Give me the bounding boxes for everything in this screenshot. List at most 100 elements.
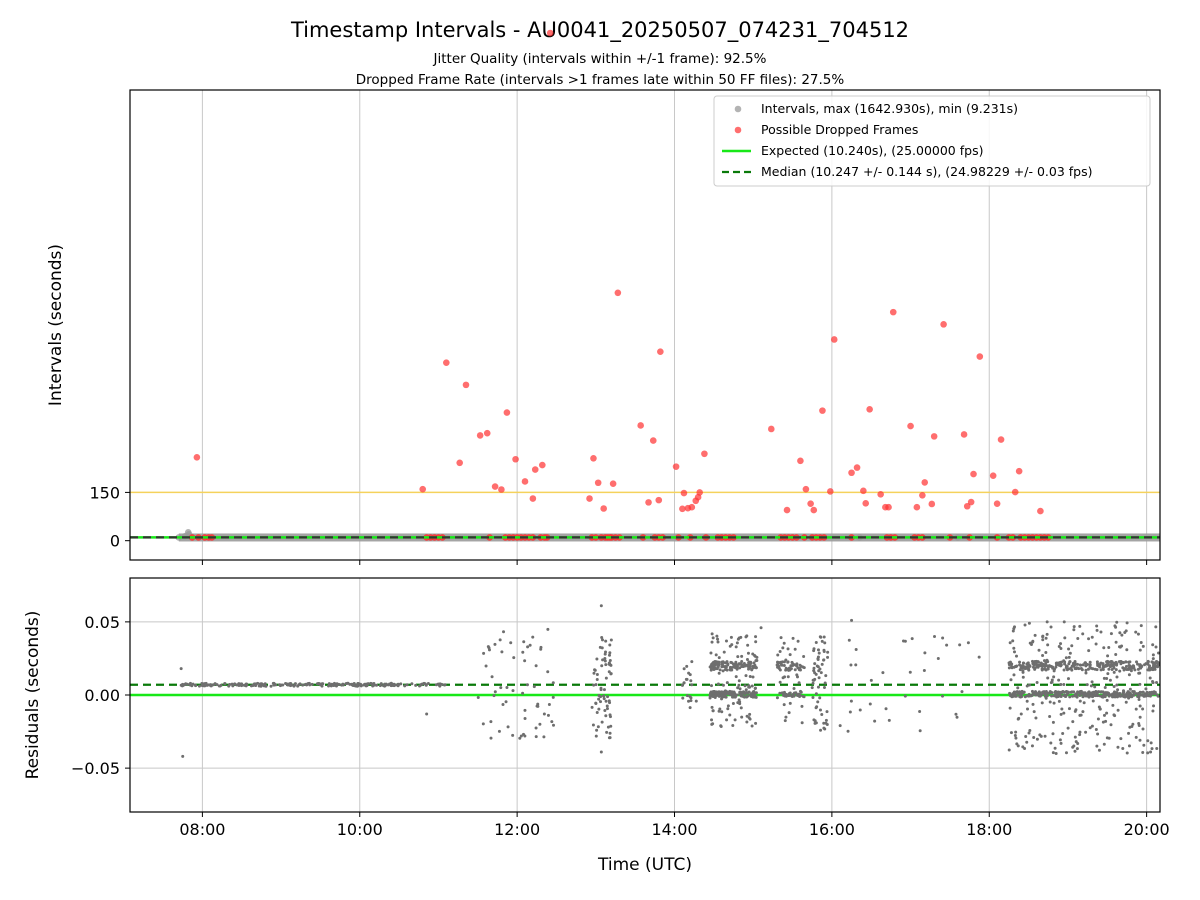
- residual-point: [715, 634, 719, 638]
- residual-point: [1032, 736, 1036, 740]
- residual-point: [954, 712, 958, 716]
- bottom-ticks: 08:00 10:00 12:00 14:00 16:00 18:00 20:00 −0.05…: [71, 613, 1170, 839]
- residual-point: [1040, 701, 1044, 705]
- residual-point: [710, 705, 714, 709]
- residual-point: [1098, 707, 1102, 711]
- residual-point: [201, 684, 205, 688]
- residual-point: [296, 684, 300, 688]
- residual-point: [814, 641, 818, 645]
- residual-point: [316, 681, 320, 685]
- residual-point: [868, 702, 872, 706]
- residual-point: [498, 638, 502, 642]
- residual-point: [1094, 728, 1098, 732]
- residual-point: [1128, 725, 1132, 729]
- residual-point: [884, 707, 888, 711]
- dropped-frame-point: [853, 464, 861, 471]
- dropped-frame-point: [827, 488, 834, 495]
- dropped-frame-point: [521, 478, 529, 485]
- residual-point: [822, 658, 826, 662]
- residual-point: [546, 627, 550, 631]
- dropped-frame-point: [802, 485, 810, 493]
- residual-point: [509, 641, 513, 645]
- residual-point: [714, 653, 718, 657]
- residual-point: [1044, 636, 1048, 640]
- residual-point: [1141, 751, 1145, 755]
- residual-point: [1062, 620, 1066, 624]
- residual-point: [744, 688, 748, 692]
- residual-point: [1025, 699, 1029, 703]
- residual-point: [1012, 690, 1016, 694]
- residual-point: [211, 683, 215, 687]
- legend-dropped-label: Possible Dropped Frames: [761, 122, 918, 137]
- residual-point: [1157, 651, 1161, 655]
- residual-point: [1044, 651, 1048, 655]
- residual-point: [1125, 648, 1129, 652]
- residual-point: [881, 671, 885, 675]
- residual-point: [1107, 663, 1111, 667]
- residual-point: [1067, 707, 1071, 711]
- legend-expected-label: Expected (10.240s), (25.00000 fps): [761, 143, 983, 158]
- residual-point: [1041, 635, 1045, 639]
- residual-point: [551, 681, 555, 685]
- residual-point: [1102, 665, 1106, 669]
- residual-point: [1150, 747, 1154, 751]
- residual-point: [797, 681, 801, 685]
- residual-point: [1154, 645, 1158, 649]
- residual-point: [812, 718, 816, 722]
- residual-point: [731, 724, 735, 728]
- residual-point: [1146, 739, 1150, 743]
- residual-point: [1041, 653, 1045, 657]
- residual-point: [1027, 683, 1031, 687]
- dropped-frame-point: [885, 503, 892, 511]
- residual-point: [751, 652, 755, 656]
- residual-point: [1137, 697, 1141, 701]
- residual-point: [1136, 632, 1140, 636]
- dropped-frame-point: [866, 406, 873, 413]
- residual-point: [1087, 690, 1091, 694]
- residual-point: [235, 683, 239, 687]
- residual-point: [1116, 708, 1120, 712]
- residual-point: [518, 736, 522, 740]
- residual-point: [798, 694, 802, 698]
- dropped-frame-point: [498, 486, 505, 493]
- residual-point: [603, 659, 607, 663]
- residual-point: [523, 708, 527, 712]
- residual-point: [1091, 699, 1095, 703]
- dropped-frame-point: [529, 495, 537, 502]
- residual-point: [1127, 661, 1131, 665]
- residual-point: [1076, 662, 1080, 666]
- residual-point: [1127, 673, 1131, 677]
- residual-point: [1152, 666, 1156, 670]
- residual-point: [1146, 751, 1150, 755]
- residual-point: [854, 647, 858, 651]
- residual-point: [795, 662, 799, 666]
- residual-point: [1057, 644, 1061, 648]
- residual-point: [1097, 748, 1101, 752]
- residual-point: [539, 645, 543, 649]
- residual-point: [1093, 685, 1097, 689]
- residual-point: [717, 656, 721, 660]
- residual-point: [709, 684, 713, 688]
- residual-point: [1129, 668, 1133, 672]
- residual-point: [1045, 632, 1049, 636]
- residual-point: [1013, 734, 1017, 738]
- residual-point: [375, 683, 379, 687]
- residual-point: [604, 663, 608, 667]
- residual-point: [736, 686, 740, 690]
- residual-point: [743, 695, 747, 699]
- residual-point: [327, 684, 331, 688]
- residual-point: [335, 683, 339, 687]
- residual-point: [759, 626, 763, 630]
- residual-point: [1141, 707, 1145, 711]
- residual-point: [290, 683, 294, 687]
- residual-point: [1059, 741, 1063, 745]
- residual-point: [418, 684, 422, 688]
- residual-point: [551, 695, 555, 699]
- residual-point: [223, 682, 227, 686]
- residual-point: [731, 695, 735, 699]
- residual-point: [1086, 662, 1090, 666]
- residual-point: [1025, 662, 1029, 666]
- residual-point: [528, 643, 532, 647]
- top-data: [130, 29, 1160, 542]
- residual-point: [685, 677, 689, 681]
